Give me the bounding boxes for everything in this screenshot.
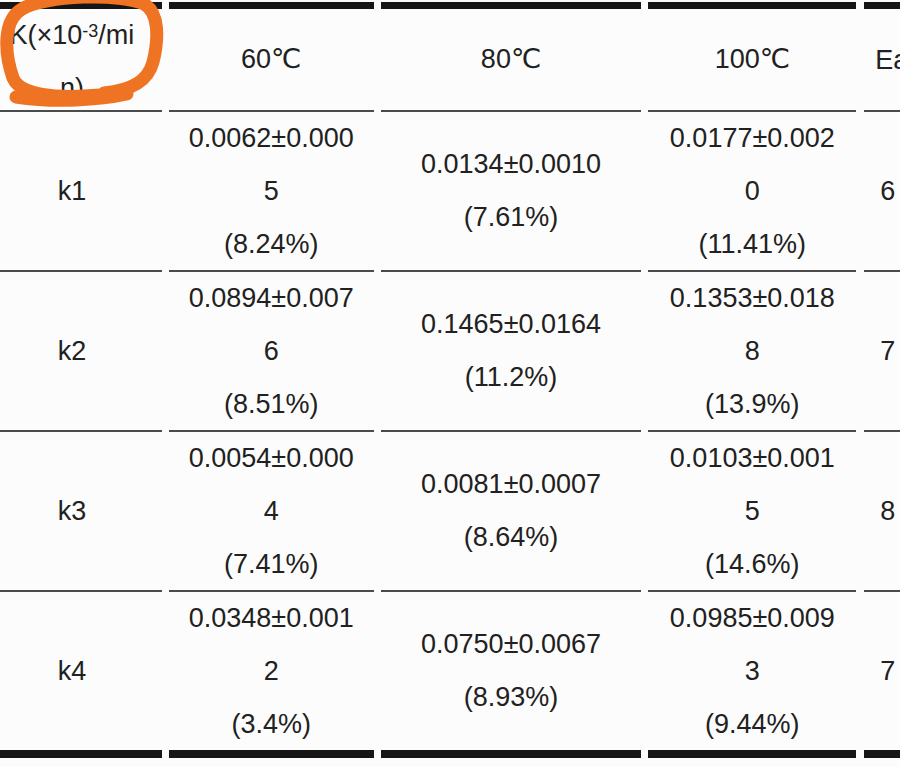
- ea-value-fragment: 7: [864, 645, 895, 698]
- value-cell-ea-clipped: 6: [864, 112, 900, 272]
- header-cell-60c: 60℃: [169, 2, 374, 112]
- value-cell-60c: 0.0054±0.000 4 (7.41%): [169, 432, 374, 592]
- k-unit-wrap: n): [60, 73, 84, 103]
- header-cell-100c: 100℃: [648, 2, 856, 112]
- ea-value-fragment: 6: [864, 165, 895, 218]
- value-cell-100c: 0.0177±0.002 0 (11.41%): [648, 112, 856, 272]
- kinetics-table: K(×10-3/mi n) 60℃ 80℃ 100℃ Ea k1 0.0062±…: [0, 2, 900, 758]
- row-label: k3: [0, 432, 162, 592]
- value-cell-ea-clipped: 8: [864, 432, 900, 592]
- table-row-k3: k3 0.0054±0.000 4 (7.41%) 0.0081±0.0007 …: [0, 432, 900, 592]
- ea-header-fragment: Ea: [875, 34, 900, 87]
- header-cell-80c: 80℃: [381, 2, 642, 112]
- value-cell-80c: 0.0750±0.0067 (8.93%): [381, 592, 642, 758]
- value-cell-100c: 0.1353±0.018 8 (13.9%): [648, 272, 856, 432]
- table-row-k4: k4 0.0348±0.001 2 (3.4%) 0.0750±0.0067 (…: [0, 592, 900, 758]
- k-unit-prefix: K(×10: [10, 20, 83, 50]
- table-header-row: K(×10-3/mi n) 60℃ 80℃ 100℃ Ea: [0, 2, 900, 112]
- k-unit-exponent: -3: [82, 21, 98, 41]
- k-unit-suffix: /mi: [98, 20, 134, 50]
- table-row-k1: k1 0.0062±0.000 5 (8.24%) 0.0134±0.0010 …: [0, 112, 900, 272]
- row-label: k4: [0, 592, 162, 758]
- row-label: k2: [0, 272, 162, 432]
- value-cell-80c: 0.0134±0.0010 (7.61%): [381, 112, 642, 272]
- value-cell-ea-clipped: 7: [864, 272, 900, 432]
- table-row-k2: k2 0.0894±0.007 6 (8.51%) 0.1465±0.0164 …: [0, 272, 900, 432]
- value-cell-60c: 0.0348±0.001 2 (3.4%): [169, 592, 374, 758]
- value-cell-80c: 0.1465±0.0164 (11.2%): [381, 272, 642, 432]
- value-cell-ea-clipped: 7: [864, 592, 900, 758]
- value-cell-100c: 0.0103±0.001 5 (14.6%): [648, 432, 856, 592]
- document-page: K(×10-3/mi n) 60℃ 80℃ 100℃ Ea k1 0.0062±…: [0, 0, 900, 767]
- ea-value-fragment: 7: [864, 325, 895, 378]
- value-cell-80c: 0.0081±0.0007 (8.64%): [381, 432, 642, 592]
- ea-value-fragment: 8: [864, 485, 895, 538]
- value-cell-60c: 0.0894±0.007 6 (8.51%): [169, 272, 374, 432]
- header-cell-k-unit: K(×10-3/mi n): [0, 2, 162, 112]
- row-label: k1: [0, 112, 162, 272]
- header-cell-ea-clipped: Ea: [864, 2, 900, 112]
- value-cell-100c: 0.0985±0.009 3 (9.44%): [648, 592, 856, 758]
- value-cell-60c: 0.0062±0.000 5 (8.24%): [169, 112, 374, 272]
